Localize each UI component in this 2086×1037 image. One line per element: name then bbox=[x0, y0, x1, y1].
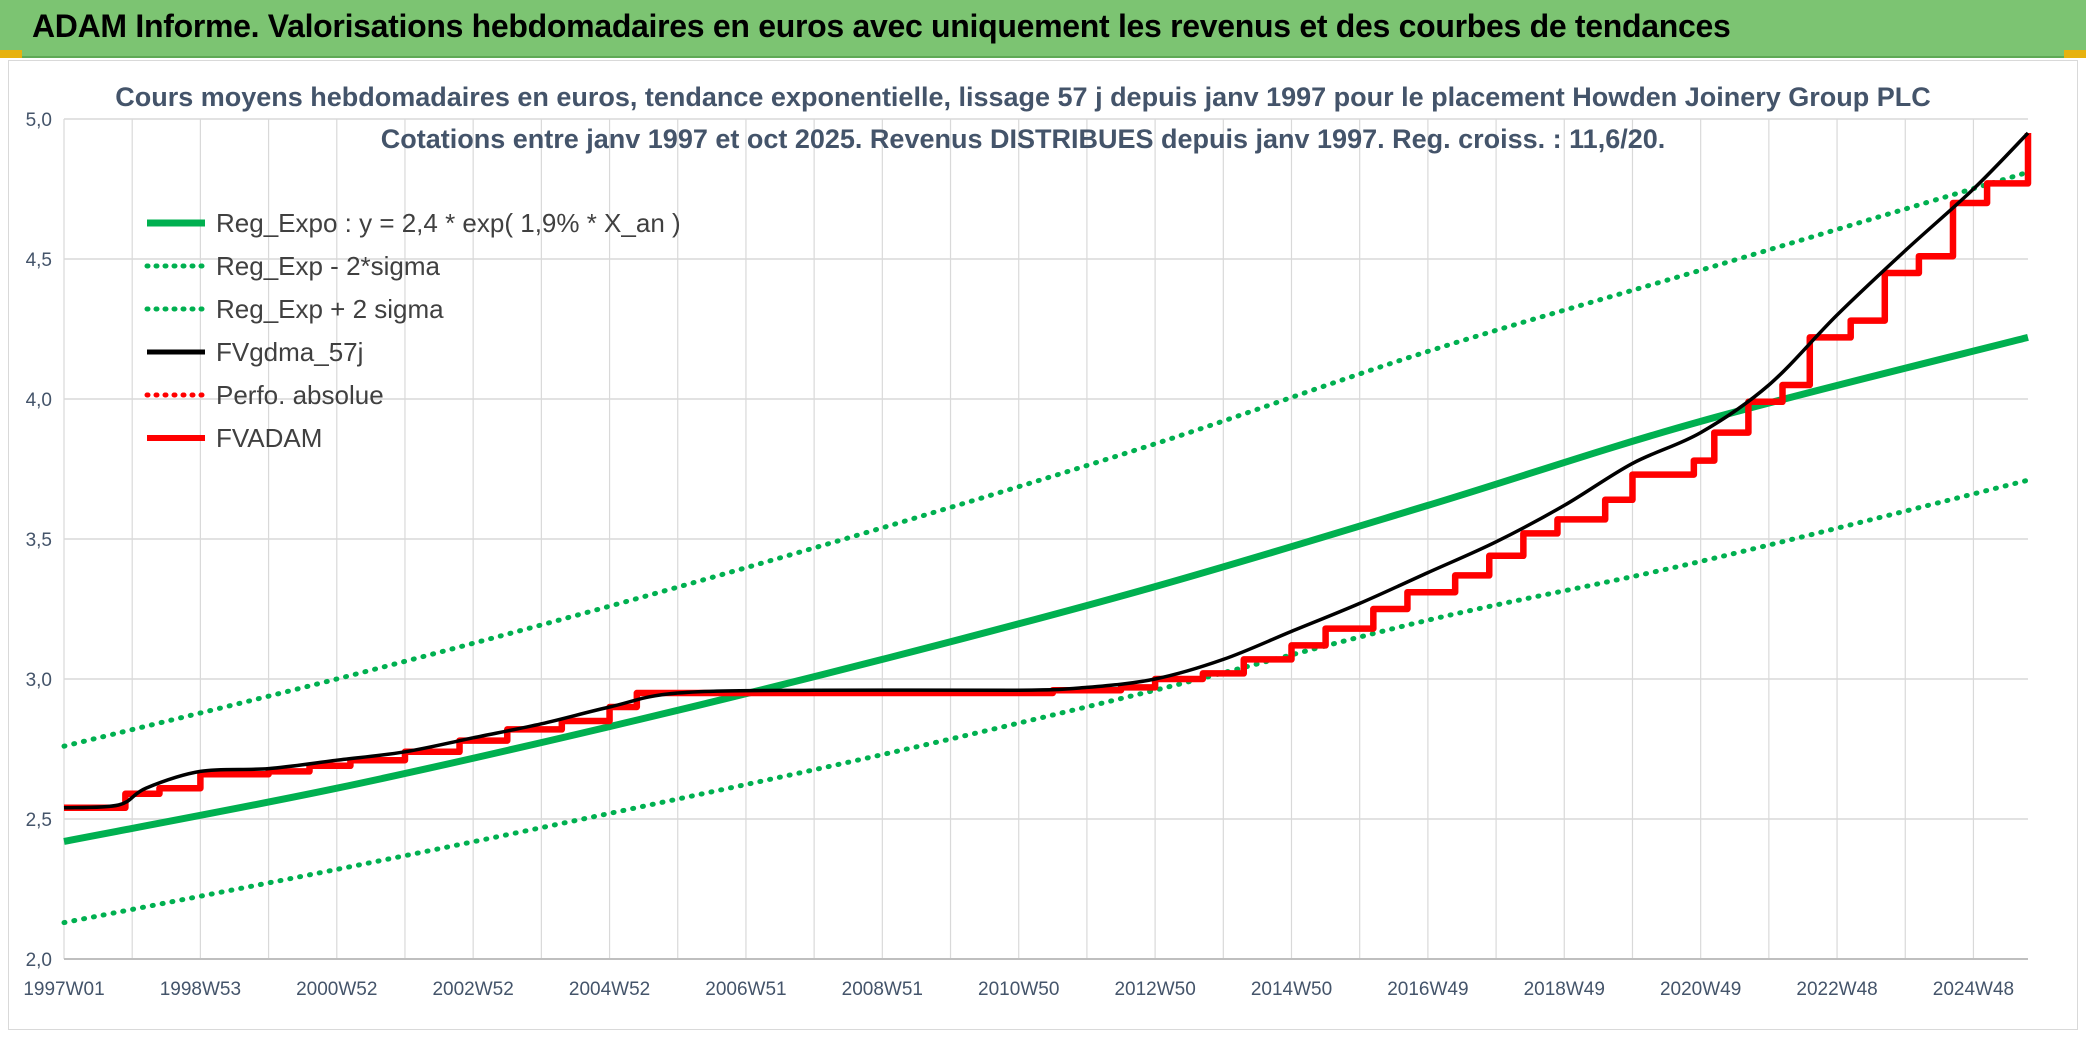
series-line-3 bbox=[63, 131, 2030, 810]
chart-title: Cours moyens hebdomadaires en euros, ten… bbox=[115, 82, 1931, 112]
x-tick-label: 2024W48 bbox=[1933, 979, 2014, 1000]
x-tick-label: 2010W50 bbox=[978, 979, 1059, 1000]
y-tick-label: 5,0 bbox=[26, 110, 52, 131]
x-tick-label: 2000W52 bbox=[296, 979, 377, 1000]
series-line-2 bbox=[61, 169, 2031, 749]
x-tick-label: 2002W52 bbox=[432, 979, 513, 1000]
grid-layer bbox=[63, 118, 2028, 960]
x-tick-label: 2008W51 bbox=[842, 979, 923, 1000]
header-accent-left bbox=[0, 50, 22, 58]
report-header: ADAM Informe. Valorisations hebdomadaire… bbox=[0, 0, 2086, 58]
y-tick-label: 3,0 bbox=[26, 670, 52, 691]
legend-label: FVADAM bbox=[216, 423, 322, 453]
label-layer: 2,0 2,5 3,0 3,5 4,0 4,5 5,0 1997W01 1998W53 2000W… bbox=[23, 110, 2014, 1000]
y-tick-label: 4,0 bbox=[26, 390, 52, 411]
x-tick-label: 2014W50 bbox=[1251, 979, 1332, 1000]
legend-label: Reg_Expo : y = 2,4 * exp( 1,9% * X_an ) bbox=[216, 208, 681, 238]
y-tick-label: 2,0 bbox=[26, 950, 52, 971]
x-tick-label: 2020W49 bbox=[1660, 979, 1741, 1000]
series-layer bbox=[61, 131, 2032, 926]
series-line-0 bbox=[63, 334, 2029, 845]
x-tick-label: 2012W50 bbox=[1114, 979, 1195, 1000]
x-tick-label: 2022W48 bbox=[1796, 979, 1877, 1000]
series-line-1 bbox=[61, 477, 2031, 926]
report-title: ADAM Informe. Valorisations hebdomadaire… bbox=[32, 8, 1731, 44]
x-tick-label: 2016W49 bbox=[1387, 979, 1468, 1000]
series-line-5 bbox=[64, 133, 2032, 812]
y-tick-label: 3,5 bbox=[26, 530, 52, 551]
legend-label: Reg_Exp - 2*sigma bbox=[216, 251, 441, 281]
x-tick-label: 2004W52 bbox=[569, 979, 650, 1000]
chart-frame: 2,0 2,5 3,0 3,5 4,0 4,5 5,0 1997W01 1998W53 2000W… bbox=[8, 60, 2078, 1030]
x-tick-label: 2006W51 bbox=[705, 979, 786, 1000]
x-tick-label: 2018W49 bbox=[1524, 979, 1605, 1000]
legend-label: Reg_Exp + 2 sigma bbox=[216, 294, 444, 324]
header-accent-right bbox=[2064, 50, 2086, 58]
chart-svg: 2,0 2,5 3,0 3,5 4,0 4,5 5,0 1997W01 1998W53 2000W… bbox=[23, 82, 2032, 1000]
x-tick-label: 1997W01 bbox=[23, 979, 104, 1000]
chart-subtitle: Cotations entre janv 1997 et oct 2025. R… bbox=[381, 124, 1666, 154]
y-tick-label: 2,5 bbox=[26, 810, 52, 831]
chart-legend: Reg_Expo : y = 2,4 * exp( 1,9% * X_an ) R… bbox=[144, 208, 681, 453]
y-tick-label: 4,5 bbox=[26, 250, 52, 271]
legend-label: FVgdma_57j bbox=[216, 337, 363, 367]
x-tick-label: 1998W53 bbox=[160, 979, 241, 1000]
legend-label: Perfo. absolue bbox=[216, 380, 384, 410]
